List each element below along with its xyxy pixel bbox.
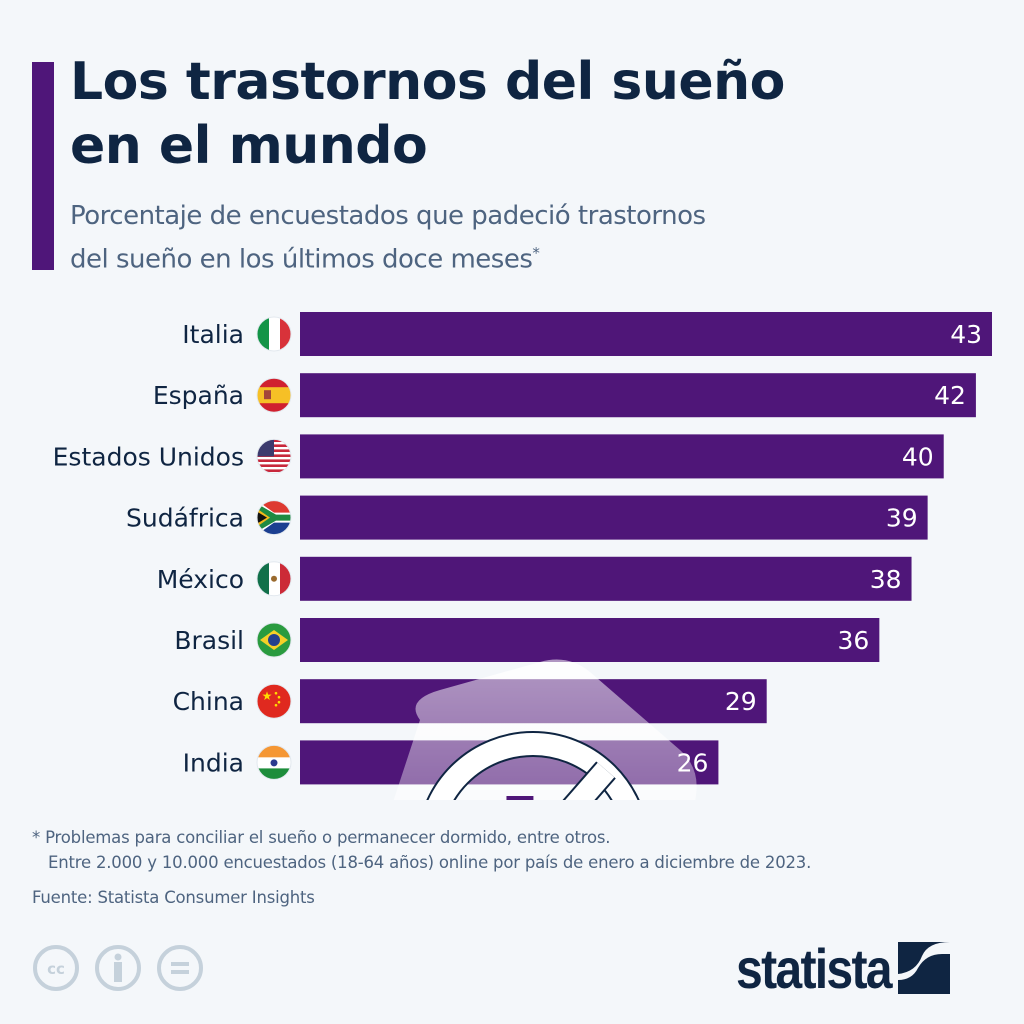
value-label: 29	[725, 687, 757, 716]
usa-flag-icon	[256, 438, 292, 474]
statista-logo-icon	[898, 942, 951, 994]
footnote-marker: *	[532, 244, 540, 262]
subtitle-line-1: Porcentaje de encuestados que padeció tr…	[70, 201, 706, 231]
category-label: Brasil	[174, 626, 244, 655]
brazil-flag-icon	[256, 622, 292, 658]
category-label: España	[153, 381, 244, 410]
value-label: 38	[870, 565, 902, 594]
svg-text:★: ★	[262, 689, 273, 703]
category-label: China	[173, 687, 244, 716]
bar-2	[300, 434, 944, 479]
category-label: Estados Unidos	[53, 442, 244, 471]
value-label: 39	[886, 504, 918, 533]
title-accent-bar	[32, 62, 54, 270]
chart-subtitle: Porcentaje de encuestados que padeció tr…	[70, 198, 970, 279]
cc-icon[interactable]: cc	[32, 944, 80, 992]
category-label: Italia	[182, 320, 244, 349]
value-label: 40	[902, 442, 934, 471]
svg-text:cc: cc	[47, 960, 65, 978]
mexico-flag-icon	[256, 561, 292, 597]
bar-chart: Z Z Z Z Italia 43 España 42 Estados Unidos 40…	[53, 312, 992, 800]
category-label: India	[183, 748, 244, 777]
bar-5	[300, 618, 880, 662]
title-line-1: Los trastornos del sueño	[70, 52, 785, 112]
footnote-sample: Entre 2.000 y 10.000 encuestados (18-64 …	[48, 853, 812, 872]
attribution-icon[interactable]	[94, 944, 142, 992]
footnote-definition: * Problemas para conciliar el sueño o pe…	[32, 828, 611, 847]
bar-1	[300, 373, 976, 418]
china-flag-icon: ★	[256, 683, 292, 719]
statista-wordmark: statista	[736, 936, 893, 1000]
chart-title: Los trastornos del sueño en el mundo	[70, 50, 970, 178]
bar-3	[300, 495, 928, 540]
value-label: 43	[950, 320, 982, 349]
spain-flag-icon	[256, 377, 292, 413]
south-africa-flag-icon	[256, 500, 292, 536]
category-label: Sudáfrica	[126, 504, 244, 533]
italy-flag-icon	[256, 316, 292, 352]
bar-4	[300, 556, 912, 601]
bar-0	[300, 312, 992, 356]
value-label: 36	[838, 626, 870, 655]
statista-logo[interactable]: statista	[736, 936, 951, 1000]
zzz-large: Z	[504, 788, 536, 800]
no-derivatives-icon[interactable]	[156, 944, 204, 992]
subtitle-line-2: del sueño en los últimos doce meses	[70, 244, 533, 275]
illustration-bar-overlay	[380, 312, 700, 785]
india-flag-icon	[256, 744, 292, 780]
no-sleep-zzz-icon: Z Z Z Z	[380, 312, 700, 800]
title-line-2: en el mundo	[70, 116, 428, 176]
value-label: 42	[934, 381, 966, 410]
source-note: Fuente: Statista Consumer Insights	[32, 888, 315, 907]
category-label: México	[157, 565, 244, 594]
value-label: 26	[677, 748, 709, 777]
